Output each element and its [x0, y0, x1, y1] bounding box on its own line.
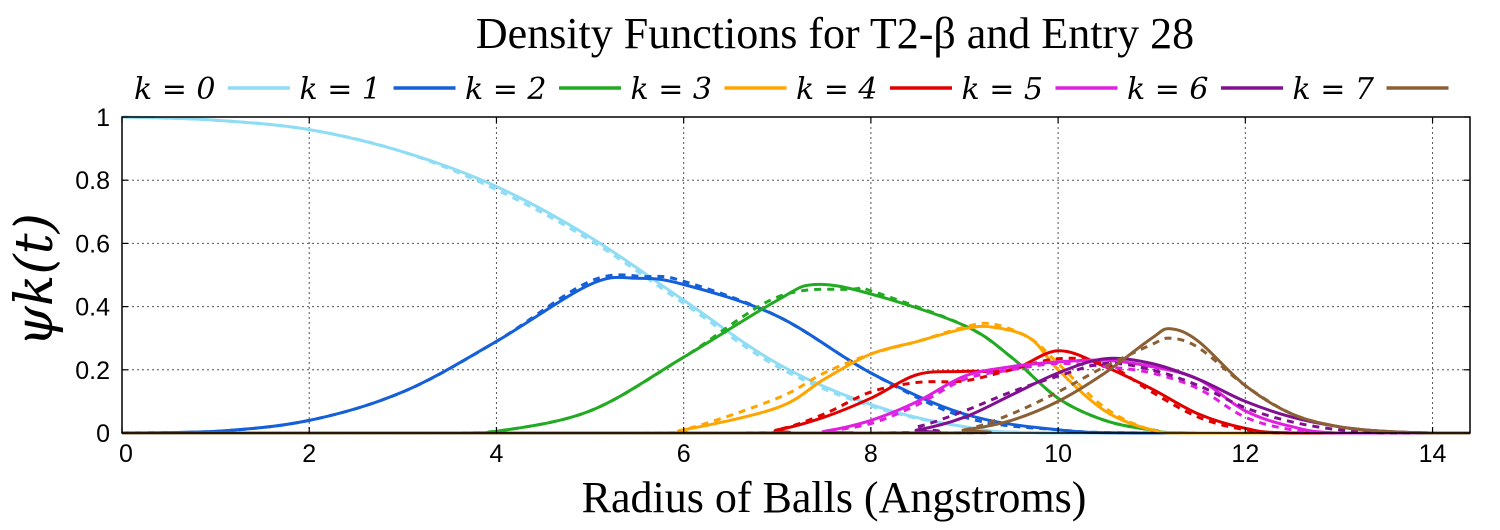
plot-frame — [121, 116, 1471, 434]
series-line-k3-dashed — [121, 321, 1470, 435]
legend-label-k2: k = 2 — [465, 72, 546, 107]
legend-label-k3: k = 3 — [631, 72, 712, 107]
chart-title: Density Functions for T2-β and Entry 28 — [476, 9, 1194, 58]
chart-series — [121, 115, 1470, 435]
series-line-k0-solid — [121, 115, 1470, 435]
legend-label-k1: k = 1 — [300, 72, 381, 107]
x-tick-label: 0 — [119, 440, 133, 468]
x-tick-label: 4 — [489, 440, 503, 468]
legend-label-k4: k = 4 — [796, 72, 877, 107]
y-tick-label: 0.8 — [75, 167, 110, 195]
y-axis-title: ψk(t) — [5, 213, 65, 347]
y-tick-label: 0.2 — [75, 357, 110, 385]
legend-label-k5: k = 5 — [962, 72, 1043, 107]
x-tick-label: 12 — [1231, 440, 1259, 468]
series-line-k5-solid — [121, 358, 1470, 435]
y-tick-label: 0.6 — [75, 230, 110, 258]
y-tick-label: 0.4 — [75, 294, 110, 322]
x-axis-ticks: 0 2 4 6 8 10 12 14 — [119, 117, 1447, 468]
x-axis-title: Radius of Balls (Angstroms) — [582, 473, 1087, 522]
y-axis-ticks: 0 0.2 0.4 0.6 0.8 1 — [75, 104, 1470, 448]
x-tick-label: 10 — [1044, 440, 1072, 468]
series-line-k5-dashed — [121, 361, 1470, 435]
series-line-k1-dashed — [121, 273, 1470, 435]
series-line-k0-dashed — [121, 115, 1470, 435]
legend-label-k6: k = 6 — [1127, 72, 1208, 107]
chart-legend: k = 0 k = 1 k = 2 k = 3 k = 4 k = 5 k = 6 k = 7 — [134, 72, 1449, 107]
y-tick-label: 1 — [96, 104, 110, 132]
x-tick-label: 8 — [864, 440, 878, 468]
chart-grid — [122, 116, 1470, 433]
x-tick-label: 2 — [302, 440, 316, 468]
x-tick-label: 6 — [677, 440, 691, 468]
legend-label-k7: k = 7 — [1293, 72, 1375, 107]
x-tick-label: 14 — [1419, 440, 1447, 468]
y-tick-label: 0 — [96, 420, 110, 448]
legend-label-k0: k = 0 — [134, 72, 215, 107]
